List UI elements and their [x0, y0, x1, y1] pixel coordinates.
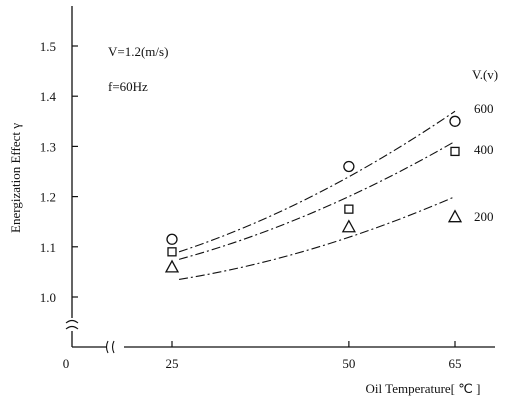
axes: 1.0 1.1 1.2 1.3 1.4 1.5 0 25 50 65: [40, 6, 495, 371]
x-tick-label: 65: [449, 356, 462, 371]
data-point-triangle: [164, 259, 180, 273]
y-tick-label: 1.0: [40, 290, 56, 305]
y-tick-label: 1.4: [40, 89, 57, 104]
x-axis-break-mark: [111, 340, 115, 354]
x-tick-label: 50: [342, 356, 355, 371]
data-point-square: [167, 247, 177, 257]
y-axis-label: Energization Effect γ: [8, 123, 23, 233]
y-tick-label: 1.2: [40, 190, 56, 205]
chart-labels: V=1.2(m/s) f=60Hz V.(v) Oil Temperature[…: [8, 44, 498, 396]
y-tick-label: 1.1: [40, 240, 56, 255]
series-label-400: 400: [474, 142, 494, 157]
data-point-circle: [449, 115, 461, 127]
series-label-200: 200: [474, 209, 494, 224]
data-point-square: [450, 146, 460, 157]
data-point-triangle: [341, 219, 356, 233]
annotation-velocity: V=1.2(m/s): [108, 44, 168, 59]
y-axis-break-mark: [65, 325, 79, 330]
fit-curve-600: [178, 110, 456, 253]
fit-curves: 600 400 200: [178, 101, 494, 280]
y-tick-label: 1.3: [40, 139, 56, 154]
legend-title: V.(v): [472, 67, 498, 82]
data-point-triangle: [447, 209, 463, 223]
fit-curve-400: [178, 140, 456, 260]
fit-curve-200: [178, 196, 456, 280]
y-tick-label: 1.5: [40, 39, 56, 54]
x-tick-label: 25: [166, 356, 179, 371]
x-axis-label: Oil Temperature[ ℃ ]: [366, 381, 481, 396]
series-label-600: 600: [474, 101, 494, 116]
x-tick-label: 0: [63, 356, 70, 371]
data-point-circle: [166, 233, 178, 245]
annotation-frequency: f=60Hz: [108, 79, 148, 94]
data-point-square: [344, 204, 354, 214]
x-axis-break-mark: [105, 340, 109, 354]
data-point-circle: [343, 160, 355, 173]
data-markers: [164, 115, 463, 273]
y-axis-break-mark: [65, 319, 79, 324]
